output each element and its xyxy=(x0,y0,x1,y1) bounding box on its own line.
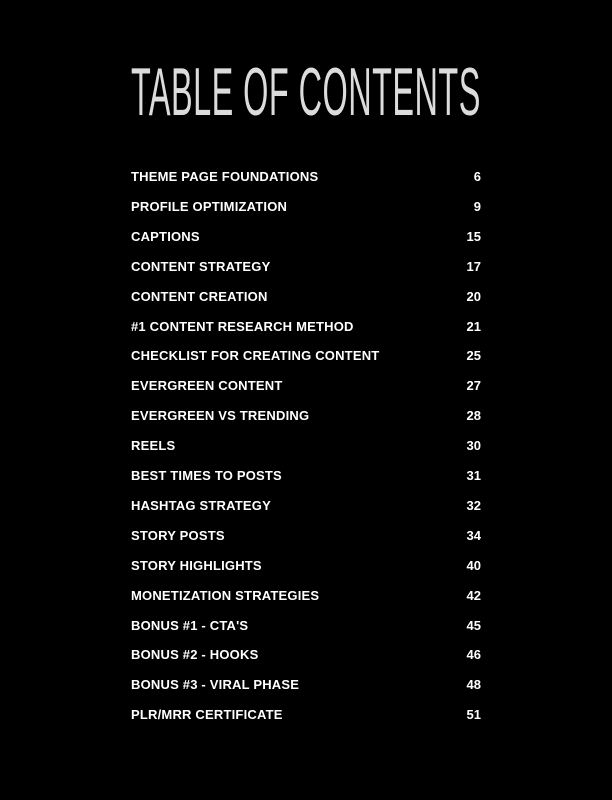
toc-entry[interactable]: CONTENT CREATION 20 xyxy=(131,288,481,306)
toc-entry[interactable]: BONUS #1 - CTA'S 45 xyxy=(131,617,481,635)
toc-entry-label: CHECKLIST FOR CREATING CONTENT xyxy=(131,348,380,364)
toc-entry-page-number: 25 xyxy=(466,348,481,364)
toc-entry[interactable]: EVERGREEN CONTENT 27 xyxy=(131,377,481,395)
toc-entry-page-number: 32 xyxy=(466,497,481,513)
toc-entry[interactable]: STORY POSTS 34 xyxy=(131,527,481,545)
toc-entry-label: THEME PAGE FOUNDATIONS xyxy=(131,169,319,184)
toc-entry[interactable]: REELS 30 xyxy=(131,437,481,455)
toc-entry-page-number: 28 xyxy=(466,408,481,424)
toc-entry-page-number: 51 xyxy=(466,707,481,723)
toc-entry-label: EVERGREEN CONTENT xyxy=(131,378,283,394)
toc-entry[interactable]: CHECKLIST FOR CREATING CONTENT 25 xyxy=(131,347,481,365)
toc-entry-page-number: 15 xyxy=(466,228,481,244)
toc-entry-label: CAPTIONS xyxy=(131,228,200,244)
toc-entry[interactable]: BONUS #3 - VIRAL PHASE 48 xyxy=(131,676,481,694)
toc-entry-label: BONUS #1 - CTA'S xyxy=(131,617,249,633)
toc-entry[interactable]: CONTENT STRATEGY 17 xyxy=(131,258,481,276)
toc-entry[interactable]: HASHTAG STRATEGY 32 xyxy=(131,497,481,515)
toc-entry[interactable]: MONETIZATION STRATEGIES 42 xyxy=(131,587,481,605)
toc-entry-label: BEST TIMES TO POSTS xyxy=(131,468,282,483)
toc-entry-label: CONTENT STRATEGY xyxy=(131,258,271,274)
toc-entry-label: PLR/MRR CERTIFICATE xyxy=(131,707,283,723)
toc-entry[interactable]: THEME PAGE FOUNDATIONS 6 xyxy=(131,168,481,186)
toc-entry[interactable]: CAPTIONS 15 xyxy=(131,228,481,246)
page-title: TABLE OF CONTENTS xyxy=(131,54,481,130)
toc-entry-label: REELS xyxy=(131,438,176,454)
toc-entry-label: HASHTAG STRATEGY xyxy=(131,497,271,513)
toc-entry-label: CONTENT CREATION xyxy=(131,288,268,304)
toc-entry-page-number: 20 xyxy=(466,288,481,304)
toc-entry-page-number: 48 xyxy=(466,677,481,693)
toc-entry-page-number: 34 xyxy=(466,527,481,543)
toc-entry-page-number: 40 xyxy=(466,557,481,573)
toc-entry[interactable]: BONUS #2 - HOOKS 46 xyxy=(131,646,481,664)
toc-entry[interactable]: PROFILE OPTIMIZATION 9 xyxy=(131,198,481,216)
toc-entry[interactable]: EVERGREEN VS TRENDING 28 xyxy=(131,407,481,425)
toc-entry-label: EVERGREEN VS TRENDING xyxy=(131,408,310,424)
toc-entry-label: STORY HIGHLIGHTS xyxy=(131,557,262,573)
toc-entry-page-number: 27 xyxy=(466,378,481,394)
toc-entry-label: #1 CONTENT RESEARCH METHOD xyxy=(131,318,354,334)
toc-entry[interactable]: #1 CONTENT RESEARCH METHOD 21 xyxy=(131,318,481,336)
toc-entry-label: PROFILE OPTIMIZATION xyxy=(131,198,288,214)
toc-entry[interactable]: STORY HIGHLIGHTS 40 xyxy=(131,557,481,575)
toc-entry-page-number: 9 xyxy=(473,198,481,214)
toc-entry-page-number: 30 xyxy=(466,438,481,454)
toc-entry-page-number: 31 xyxy=(466,468,481,483)
toc-entry-page-number: 46 xyxy=(466,647,481,663)
toc-entry-label: STORY POSTS xyxy=(131,527,225,543)
toc-entry[interactable]: BEST TIMES TO POSTS 31 xyxy=(131,467,481,485)
toc-entry-page-number: 17 xyxy=(466,258,481,274)
toc-entry-label: MONETIZATION STRATEGIES xyxy=(131,587,320,603)
toc-entry-page-number: 45 xyxy=(466,617,481,633)
toc-entry-page-number: 42 xyxy=(466,587,481,603)
toc-entry-page-number: 21 xyxy=(466,318,481,334)
toc-entry-page-number: 6 xyxy=(473,169,481,184)
toc-entry-label: BONUS #2 - HOOKS xyxy=(131,647,259,663)
toc-entry[interactable]: PLR/MRR CERTIFICATE 51 xyxy=(131,706,481,724)
toc-entry-label: BONUS #3 - VIRAL PHASE xyxy=(131,677,300,693)
